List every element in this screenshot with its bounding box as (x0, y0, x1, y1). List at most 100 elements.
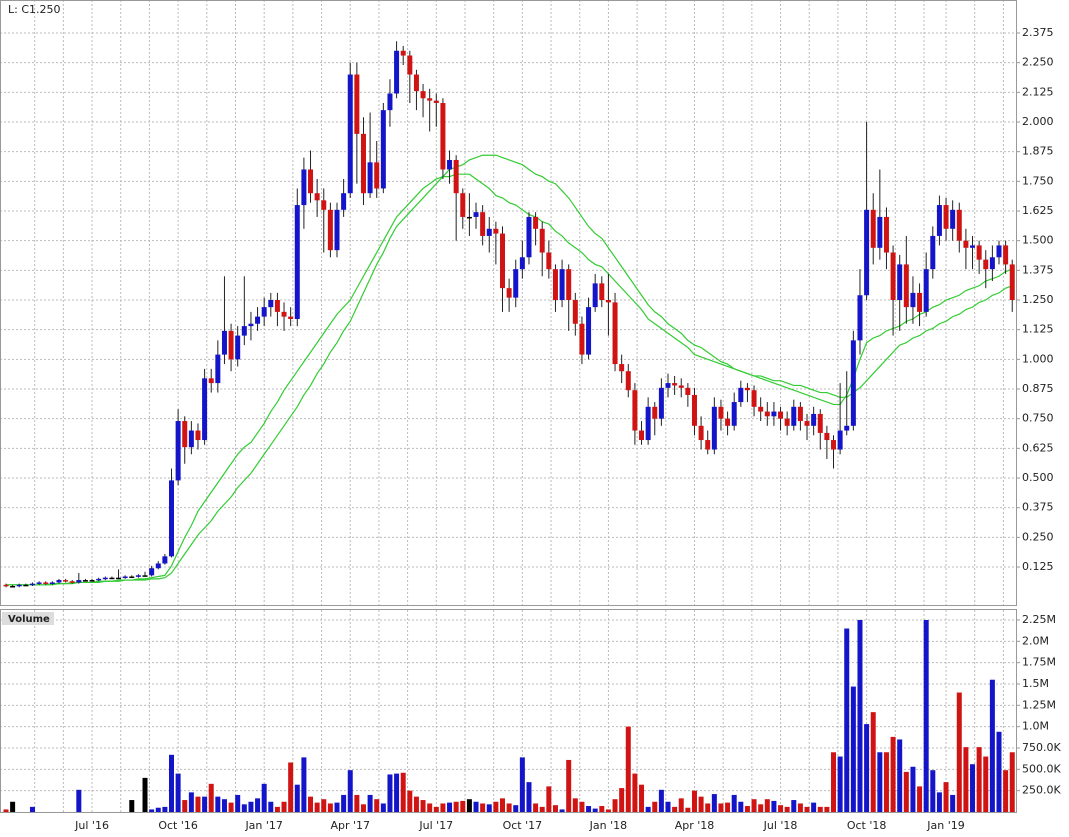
candle-body (963, 240, 969, 248)
candle-body (433, 100, 439, 104)
volume-bar (175, 773, 181, 812)
candle-body (69, 581, 75, 583)
volume-bar (718, 803, 724, 812)
candle-body (493, 228, 499, 234)
volume-bar (850, 686, 856, 812)
candle-body (685, 387, 691, 395)
volume-bar (493, 801, 499, 812)
candle-body (29, 583, 35, 586)
y-tick-label: 500.0K (1022, 762, 1061, 775)
candle-body (142, 575, 148, 577)
candle-body (678, 385, 684, 388)
candle-body (811, 413, 817, 426)
candle-body (903, 264, 909, 308)
volume-bar (460, 800, 466, 812)
volume-bar (923, 619, 929, 812)
x-tick-label: Oct '18 (847, 819, 887, 832)
volume-bar (592, 808, 598, 812)
candle-body (56, 580, 62, 583)
volume-bar (903, 771, 909, 812)
volume-bar (526, 782, 532, 812)
x-tick-label: Oct '16 (158, 819, 198, 832)
y-tick-label: 250.0K (1022, 784, 1061, 797)
volume-bar (672, 806, 678, 812)
candle-body (380, 110, 386, 189)
candle-body (255, 316, 261, 324)
volume-bar (764, 799, 770, 812)
candle-body (89, 580, 95, 582)
candle-body (586, 307, 592, 355)
candle-body (950, 209, 956, 229)
volume-bar (632, 773, 638, 812)
volume-bar (817, 806, 823, 812)
volume-bar (473, 801, 479, 812)
candle-body (308, 169, 314, 194)
candle-body (480, 212, 486, 236)
volume-bar (480, 803, 486, 812)
volume-bar (791, 800, 797, 812)
volume-bar (989, 679, 995, 812)
candle-body (341, 193, 347, 210)
candle-body (897, 264, 903, 301)
candle-body (208, 378, 214, 384)
volume-bar (241, 804, 247, 812)
x-tick-label: Oct '17 (503, 819, 543, 832)
volume-bar (758, 804, 764, 812)
volume-bar (202, 796, 208, 812)
candle-body (294, 205, 300, 319)
volume-bar (605, 809, 611, 812)
y-tick-label: 0.125 (1022, 560, 1054, 573)
candle-body (367, 162, 373, 194)
candle-body (354, 74, 360, 134)
candle-body (632, 390, 638, 431)
y-tick-label: 1.125 (1022, 323, 1054, 336)
y-tick-label: 0.625 (1022, 441, 1054, 454)
volume-bar (228, 802, 234, 812)
y-tick-label: 0.250 (1022, 530, 1054, 543)
candle-body (268, 300, 274, 308)
volume-bar (658, 789, 664, 812)
candle-body (500, 233, 505, 289)
candle-body (778, 411, 784, 419)
volume-bar (288, 762, 294, 812)
candle-body (870, 209, 876, 248)
candle-body (744, 387, 750, 391)
volume-bar (652, 801, 658, 812)
volume-bar (182, 800, 188, 812)
volume-bar (76, 789, 82, 812)
volume-bar (367, 794, 373, 812)
candle-body (215, 354, 221, 384)
volume-bar (215, 796, 221, 812)
volume-bar (917, 786, 923, 812)
x-tick-label: Jan '18 (589, 819, 627, 832)
volume-bar (3, 809, 9, 812)
candle-body (725, 418, 731, 426)
candle-body (135, 575, 141, 577)
volume-bar (645, 806, 651, 812)
volume-bar (420, 800, 426, 812)
volume-title: Volume (8, 614, 50, 625)
candle-body (877, 216, 883, 248)
volume-bar (447, 802, 453, 812)
volume-bar (149, 809, 155, 812)
volume-bar (255, 798, 261, 812)
candle-body (420, 91, 426, 99)
volume-bar (811, 802, 817, 812)
candle-body (122, 576, 128, 579)
candle-body (910, 292, 916, 308)
candle-body (731, 402, 737, 426)
candle-body (314, 193, 320, 201)
volume-bar (744, 806, 750, 812)
volume-bar (486, 804, 492, 812)
candle-body (665, 383, 671, 388)
volume-bar (698, 796, 704, 812)
candle-body (202, 378, 208, 441)
volume-bar (1003, 770, 1009, 812)
candle-body (288, 316, 294, 319)
candle-body (804, 421, 810, 426)
volume-bar (347, 770, 353, 812)
volume-bar (824, 806, 830, 812)
candle-body (923, 269, 929, 312)
candle-body (407, 55, 413, 75)
